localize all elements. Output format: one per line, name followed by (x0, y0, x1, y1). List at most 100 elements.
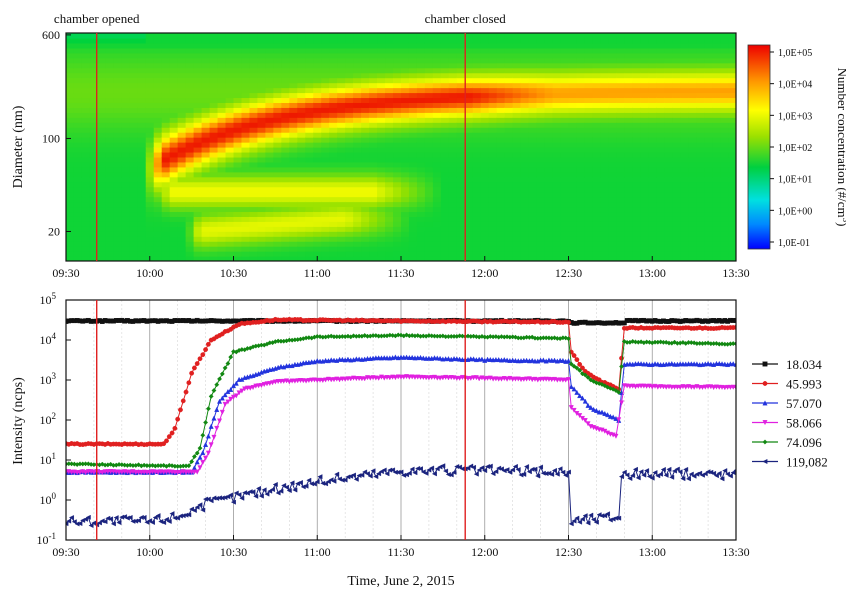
heatmap-cell (520, 186, 530, 193)
heatmap-cell (169, 156, 179, 163)
heatmap-cell (608, 112, 617, 118)
heatmap-cell (177, 42, 187, 49)
heatmap-cell (201, 166, 211, 173)
heatmap-cell (169, 142, 179, 148)
heatmap-cell (712, 216, 721, 222)
heatmap-cell (329, 196, 338, 203)
heatmap-cell (600, 251, 609, 257)
heatmap-cell (353, 137, 362, 143)
heatmap-cell (472, 251, 482, 257)
heatmap-cell (416, 206, 426, 213)
heatmap-cell (337, 122, 346, 128)
heatmap-cell (129, 112, 139, 118)
heatmap-cell (201, 246, 211, 252)
heatmap-cell (560, 241, 570, 247)
heatmap-cell (704, 137, 713, 143)
heatmap-cell (552, 137, 562, 143)
heatmap-cell (480, 241, 490, 247)
heatmap-cell (249, 221, 259, 227)
heatmap-cell (393, 151, 402, 158)
heatmap-cell (416, 132, 426, 138)
heatmap-cell (584, 151, 594, 158)
heatmap-cell (329, 166, 338, 173)
heatmap-cell (97, 221, 107, 227)
heatmap-cell (472, 127, 482, 133)
heatmap-cell (257, 33, 267, 39)
heatmap-cell (632, 87, 641, 94)
heatmap-cell (169, 147, 179, 153)
heatmap-cell (113, 112, 123, 118)
heatmap-cell (416, 62, 426, 69)
heatmap-cell (273, 171, 282, 178)
heatmap-cell (393, 87, 402, 94)
heatmap-cell (648, 201, 657, 208)
heatmap-cell (512, 196, 522, 203)
heatmap-cell (209, 151, 219, 158)
heatmap-cell (728, 226, 736, 232)
heatmap-cell (576, 112, 586, 118)
heatmap-cell (648, 181, 657, 188)
heatmap-cell (632, 57, 641, 64)
heatmap-cell (448, 67, 458, 74)
heatmap-cell (265, 151, 274, 158)
heatmap-cell (361, 87, 370, 94)
heatmap-cell (568, 37, 578, 44)
heatmap-cell (273, 132, 282, 138)
heatmap-cell (672, 62, 681, 69)
heatmap-cell (217, 256, 227, 261)
heatmap-cell (552, 241, 562, 247)
heatmap-cell (472, 181, 482, 188)
heatmap-cell (185, 151, 195, 158)
heatmap-cell (432, 216, 442, 222)
heatmap-cell (289, 251, 298, 257)
heatmap-cell (289, 186, 298, 193)
heatmap-cell (137, 221, 147, 227)
heatmap-cell (369, 112, 378, 118)
heatmap-cell (73, 147, 83, 153)
heatmap-cell (66, 181, 75, 188)
heatmap-cell (153, 72, 163, 79)
heatmap-cell (720, 112, 729, 118)
heatmap-cell (169, 77, 179, 84)
heatmap-cell (137, 57, 147, 64)
heatmap-cell (89, 102, 99, 108)
heatmap-cell (217, 231, 227, 237)
heatmap-cell (105, 62, 115, 69)
heatmap-cell (297, 171, 306, 178)
heatmap-cell (97, 67, 107, 74)
heatmap-cell (201, 176, 211, 183)
heatmap-cell (584, 176, 594, 183)
heatmap-cell (592, 117, 602, 123)
heatmap-cell (672, 87, 681, 94)
heatmap-cell (233, 161, 243, 168)
heatmap-cell (385, 161, 394, 168)
heatmap-cell (728, 156, 736, 163)
heatmap-cell (696, 246, 705, 252)
heatmap-cell (640, 107, 649, 113)
heatmap-cell (345, 92, 354, 99)
heatmap-cell (225, 92, 235, 99)
heatmap-cell (97, 206, 107, 213)
heatmap-cell (145, 166, 155, 173)
heatmap-cell (504, 161, 514, 168)
heatmap-cell (608, 107, 617, 113)
heatmap-cell (353, 57, 362, 64)
heatmap-cell (712, 151, 721, 158)
heatmap-cell (672, 181, 681, 188)
heatmap-cell (401, 251, 410, 257)
heatmap-cell (345, 216, 354, 222)
heatmap-cell (480, 92, 490, 99)
heatmap-cell (560, 67, 570, 74)
data-point (593, 407, 599, 413)
heatmap-cell (592, 137, 602, 143)
heatmap-cell (193, 112, 203, 118)
data-point (392, 375, 398, 381)
heatmap-cell (353, 62, 362, 69)
heatmap-cell (233, 137, 243, 143)
heatmap-cell (408, 127, 418, 133)
heatmap-cell (401, 97, 410, 103)
heatmap-cell (185, 47, 195, 54)
heatmap-cell (89, 52, 99, 59)
heatmap-cell (584, 102, 594, 108)
data-point (205, 341, 211, 347)
